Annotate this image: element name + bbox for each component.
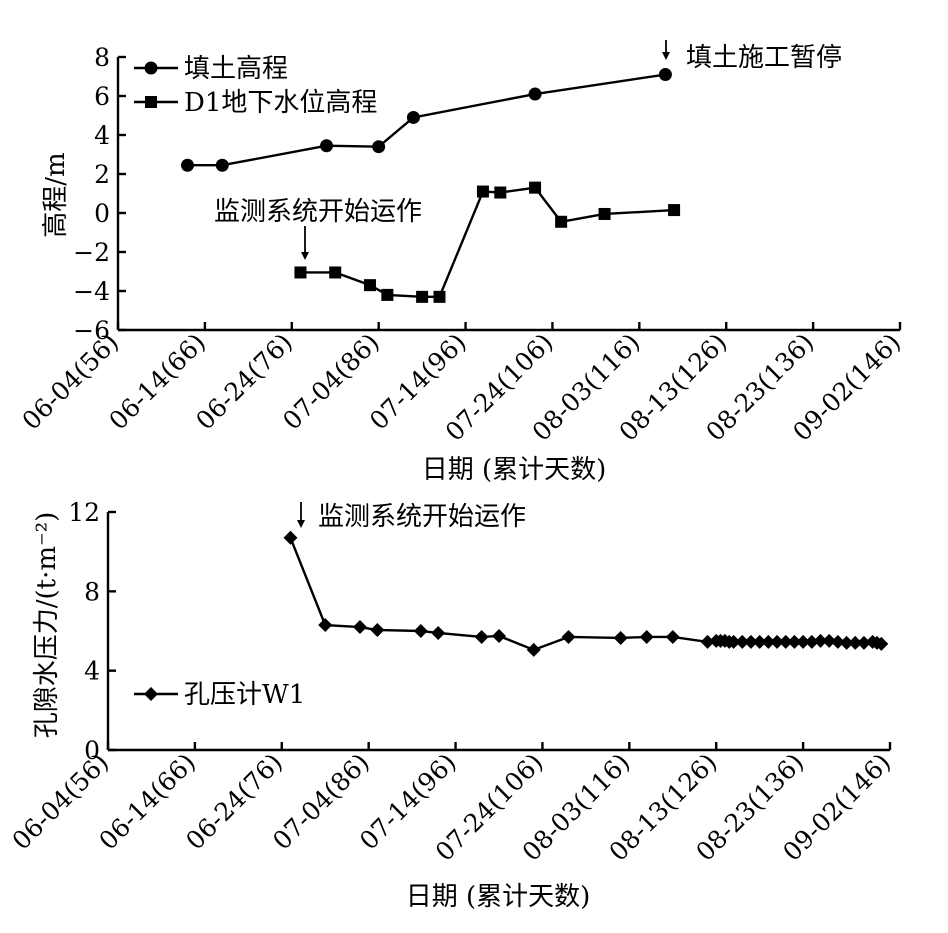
data-point [413, 624, 428, 638]
data-point [830, 634, 845, 649]
y-tick-label: 0 [84, 736, 100, 765]
data-point [318, 618, 333, 633]
chart-elevation: −6−4−20246806-04(56)06-14(66)06-24(76)07… [16, 40, 906, 485]
data-point [431, 625, 446, 640]
data-point [665, 629, 680, 644]
x-axis-title: 日期 (累计天数) [406, 882, 591, 912]
data-point [598, 207, 611, 220]
data-point [215, 158, 229, 172]
data-point [320, 139, 334, 153]
data-point [752, 634, 767, 649]
data-point [639, 629, 654, 644]
data-point [474, 629, 489, 644]
data-point [804, 634, 819, 649]
series-0 [283, 530, 889, 657]
y-tick-label: 0 [94, 199, 110, 228]
x-axis-title: 日期 (累计天数) [422, 455, 607, 485]
data-point [561, 629, 576, 644]
data-point [433, 290, 446, 303]
data-point [613, 630, 628, 645]
annotation-arrowhead [301, 252, 309, 260]
data-point [283, 530, 298, 545]
y-tick-label: −2 [73, 238, 110, 267]
y-tick-label: 8 [94, 43, 110, 72]
y-axis-title: 高程/m [41, 152, 71, 237]
y-tick-label: −6 [73, 316, 110, 345]
y-tick-label: 8 [84, 577, 100, 606]
data-point [743, 634, 758, 649]
legend-marker [144, 61, 158, 75]
annotation-label: 填土施工暂停 [686, 43, 842, 73]
y-tick-label: 6 [94, 82, 110, 111]
data-point [700, 634, 715, 649]
data-point [406, 110, 420, 124]
data-point [874, 636, 889, 651]
series-0 [181, 68, 672, 172]
y-tick-label: 12 [68, 498, 100, 527]
data-point [381, 288, 394, 301]
data-point [494, 186, 507, 199]
data-point [770, 634, 785, 649]
data-point [294, 266, 307, 279]
data-point [796, 634, 811, 649]
data-point [726, 634, 741, 649]
data-point [856, 635, 871, 650]
legend-marker [145, 96, 157, 108]
data-point [352, 620, 367, 635]
data-point [372, 140, 386, 154]
legend-label: 填土高程 [184, 54, 288, 84]
y-tick-label: −4 [73, 277, 110, 306]
data-point [526, 642, 541, 657]
series-1 [294, 181, 681, 303]
data-point [492, 628, 506, 643]
data-point [735, 634, 750, 649]
y-axis-title: 孔隙水压力/(t·m⁻²) [32, 512, 62, 739]
data-point [476, 185, 489, 198]
data-point [668, 204, 681, 217]
data-point [370, 623, 385, 638]
data-point [363, 279, 376, 292]
legend-label: D1地下水位高程 [184, 88, 377, 118]
data-point [181, 158, 195, 172]
data-point [761, 634, 776, 649]
legend-marker [144, 687, 158, 701]
data-point [839, 635, 854, 650]
data-point [822, 633, 837, 648]
data-point [813, 633, 828, 648]
annotation-label: 监测系统开始运作 [214, 197, 422, 227]
data-point [555, 215, 568, 228]
data-point [529, 181, 542, 194]
data-point [416, 290, 429, 303]
data-point [848, 635, 863, 650]
legend-label: 孔压计W1 [184, 680, 305, 710]
annotation-arrowhead [297, 520, 305, 528]
annotation-label: 监测系统开始运作 [318, 502, 526, 532]
annotation-arrowhead [662, 52, 670, 60]
data-point [329, 266, 342, 279]
data-point [528, 87, 542, 101]
chart-pore-pressure: 0481206-04(56)06-14(66)06-24(76)07-04(86… [6, 498, 896, 912]
y-tick-label: 4 [94, 121, 110, 150]
data-point [778, 634, 793, 649]
y-tick-label: 4 [84, 657, 100, 686]
data-point [787, 634, 802, 649]
data-point [658, 68, 672, 82]
y-tick-label: 2 [94, 160, 110, 189]
